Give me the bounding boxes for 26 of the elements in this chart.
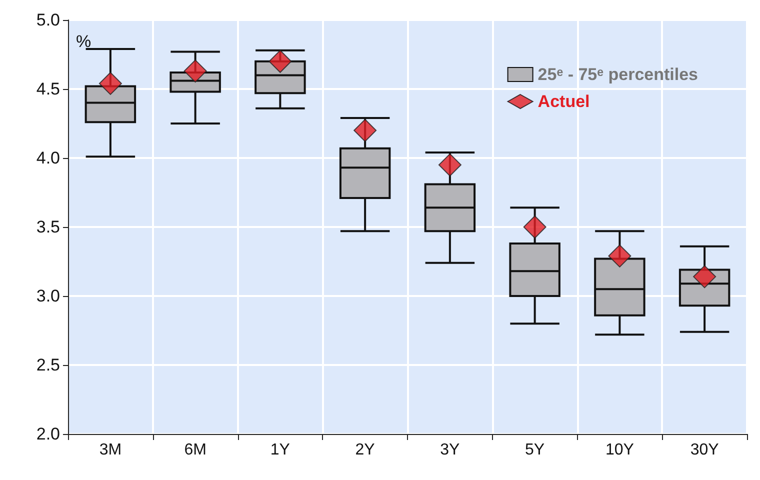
- point: [98, 72, 122, 95]
- point: [608, 244, 632, 268]
- y-tick-label: 3.5: [36, 218, 60, 236]
- x-tick-label: 5Y: [525, 442, 545, 458]
- legend-label: 25ᵉ - 75ᵉ percentiles: [538, 65, 698, 84]
- y-tick-label: 2.5: [36, 356, 60, 374]
- y-axis-title: %: [76, 32, 92, 51]
- y-tick-label: 4.0: [36, 148, 60, 168]
- legend-label: Actuel: [538, 92, 590, 111]
- x-tick-label: 10Y: [605, 442, 634, 458]
- point: [693, 265, 716, 288]
- point: [523, 216, 546, 238]
- y-tick-label: 3.0: [36, 286, 60, 306]
- point: [268, 50, 292, 73]
- y-tick-label: 5.0: [36, 10, 60, 30]
- x-tick-label: 6M: [184, 442, 206, 458]
- x-tick-label: 3M: [99, 442, 122, 458]
- point: [354, 118, 377, 142]
- point: [438, 153, 462, 176]
- x-tick-label: 30Y: [690, 442, 720, 458]
- y-tick-label: 4.5: [36, 80, 60, 98]
- x-tick-label: 3Y: [440, 442, 460, 458]
- point: [184, 60, 207, 83]
- x-tick-label: 1Y: [270, 442, 290, 458]
- x-tick-label: 2Y: [355, 442, 376, 458]
- y-tick-label: 2.0: [36, 424, 60, 444]
